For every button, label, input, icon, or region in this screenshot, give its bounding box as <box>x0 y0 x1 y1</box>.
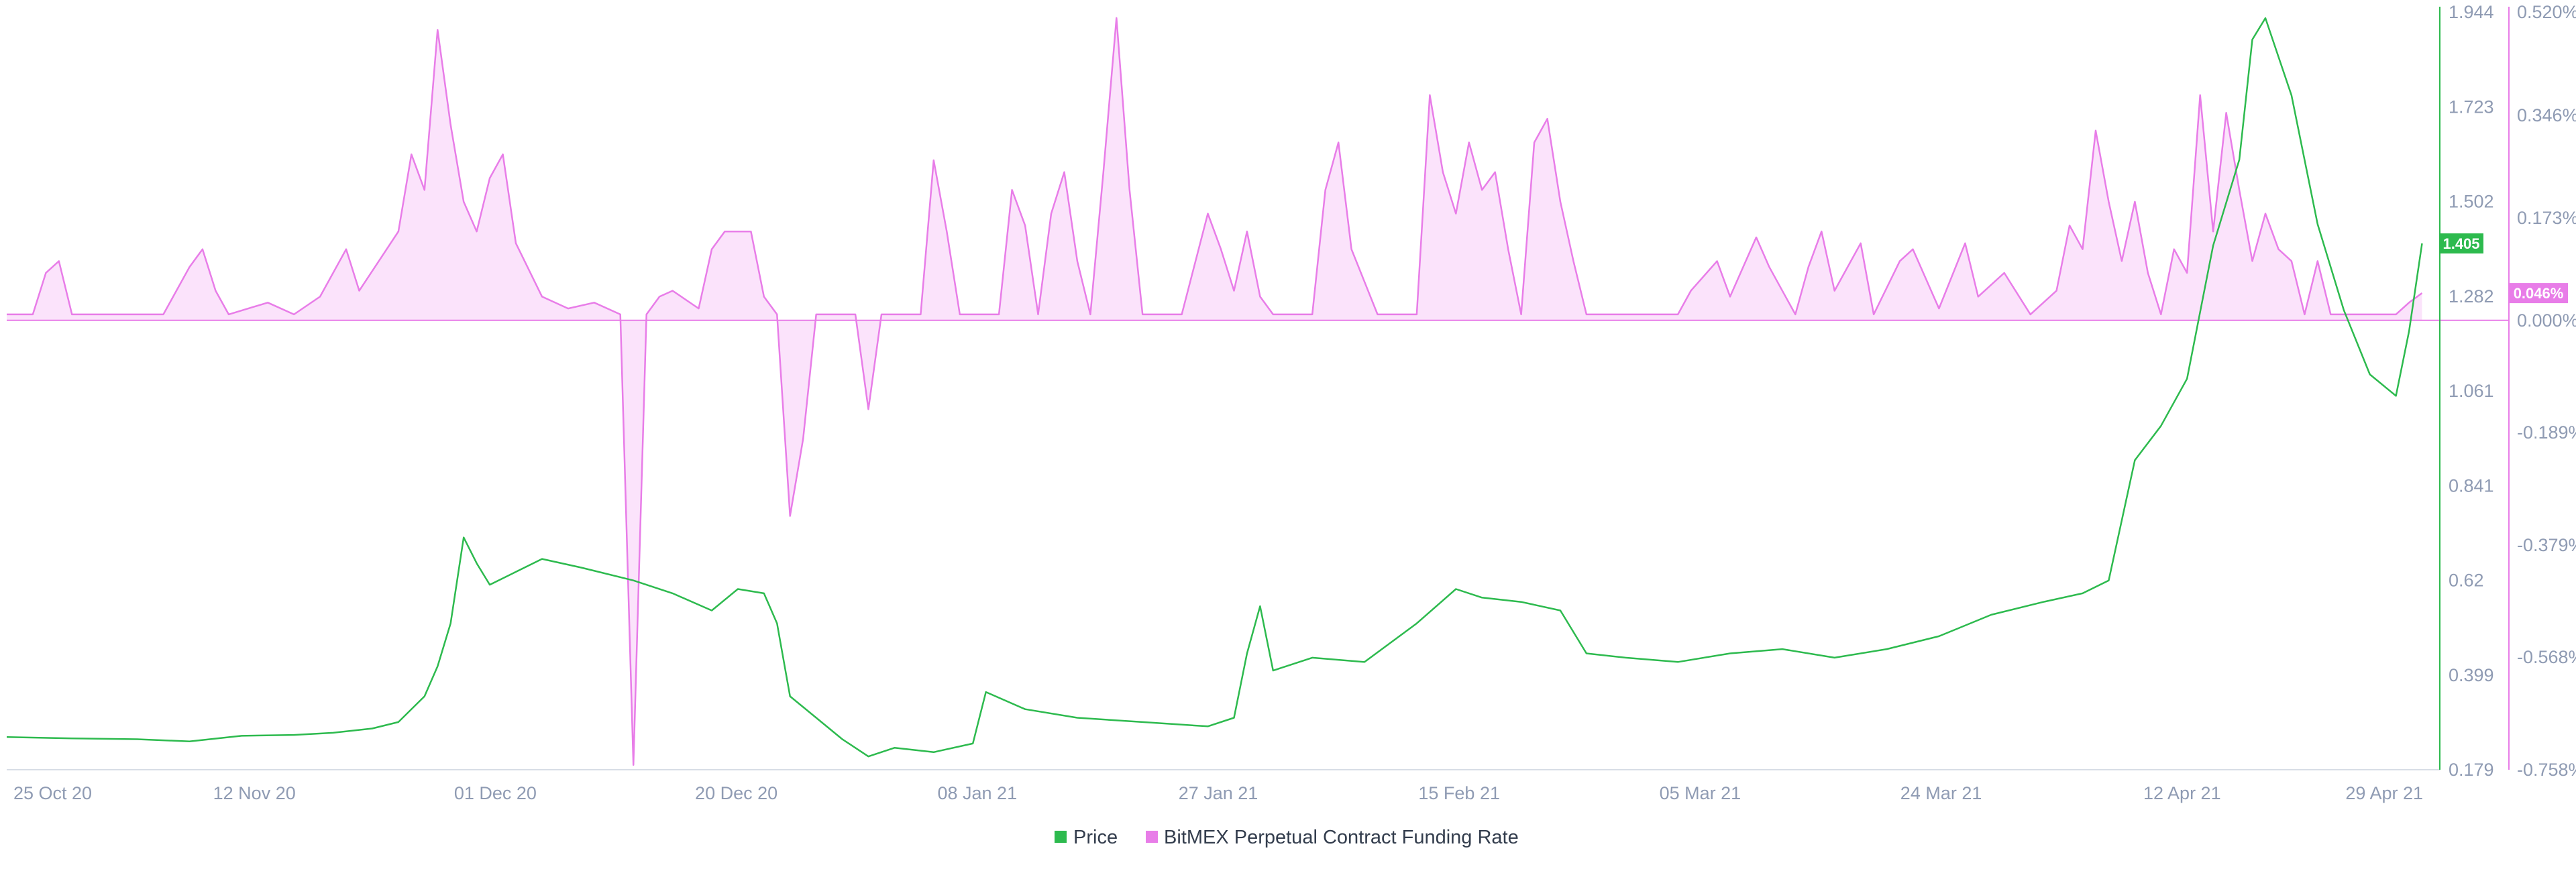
funding-rate-axis-ticks: 0.520% 0.346% 0.173% 0.000% -0.189% -0.379% -0… <box>2517 2 2576 780</box>
price-tick-label: 0.179 <box>2449 760 2494 780</box>
legend-label-funding-rate: BitMEX Perpetual Contract Funding Rate <box>1164 827 1519 848</box>
price-tick-label: 1.944 <box>2449 2 2494 22</box>
current-value-badges: 1.405 0.046% <box>2440 233 2568 304</box>
funding-rate-tick-label: 0.346% <box>2517 105 2576 125</box>
x-tick-label: 25 Oct 20 <box>13 783 92 803</box>
funding-rate-tick-label: -0.568% <box>2517 647 2576 667</box>
price-axis-ticks: 1.944 1.723 1.502 1.282 1.061 0.841 0.62 0.399 0… <box>2449 2 2494 780</box>
price-tick-label: 1.723 <box>2449 97 2494 117</box>
funding-rate-tick-label: -0.758% <box>2517 760 2576 780</box>
funding-rate-fill-layer <box>7 17 2509 765</box>
x-tick-label: 12 Apr 21 <box>2143 783 2221 803</box>
funding-rate-tick-label: -0.379% <box>2517 535 2576 555</box>
x-tick-label: 12 Nov 20 <box>213 783 296 803</box>
axes-layer <box>7 7 2510 770</box>
legend-label-price: Price <box>1073 827 1118 848</box>
price-tick-label: 1.502 <box>2449 192 2494 212</box>
funding-rate-line <box>7 17 2423 766</box>
funding-rate-current-value: 0.046% <box>2514 285 2564 302</box>
x-tick-label: 15 Feb 21 <box>1418 783 1500 803</box>
x-axis-ticks: 25 Oct 20 12 Nov 20 01 Dec 20 20 Dec 20 08 J… <box>13 783 2423 803</box>
x-tick-label: 20 Dec 20 <box>695 783 777 803</box>
legend-swatch-funding-rate <box>1146 831 1158 843</box>
price-tick-label: 0.62 <box>2449 571 2484 591</box>
x-tick-label: 29 Apr 21 <box>2345 783 2423 803</box>
funding-rate-area <box>7 17 2422 765</box>
funding-rate-current-badge <box>2509 283 2568 304</box>
x-tick-label: 08 Jan 21 <box>937 783 1017 803</box>
legend-swatch-price <box>1055 831 1067 843</box>
funding-rate-tick-label: 0.520% <box>2517 2 2576 22</box>
price-tick-label: 0.399 <box>2449 665 2494 685</box>
price-tick-label: 1.061 <box>2449 381 2494 401</box>
x-tick-label: 05 Mar 21 <box>1660 783 1741 803</box>
price-line <box>6 17 2423 758</box>
funding-rate-tick-label: -0.189% <box>2517 422 2576 443</box>
funding-rate-tick-label: 0.173% <box>2517 208 2576 228</box>
funding-rate-tick-label: 0.000% <box>2517 310 2576 331</box>
price-current-badge <box>2440 233 2483 254</box>
x-tick-label: 24 Mar 21 <box>1900 783 1982 803</box>
price-tick-label: 1.282 <box>2449 286 2494 306</box>
x-tick-label: 27 Jan 21 <box>1179 783 1258 803</box>
price-current-value: 1.405 <box>2443 235 2479 252</box>
x-tick-label: 01 Dec 20 <box>454 783 537 803</box>
price-tick-label: 0.841 <box>2449 475 2494 495</box>
legend: Price BitMEX Perpetual Contract Funding R… <box>1055 827 1519 848</box>
series-lines-layer <box>6 17 2423 766</box>
